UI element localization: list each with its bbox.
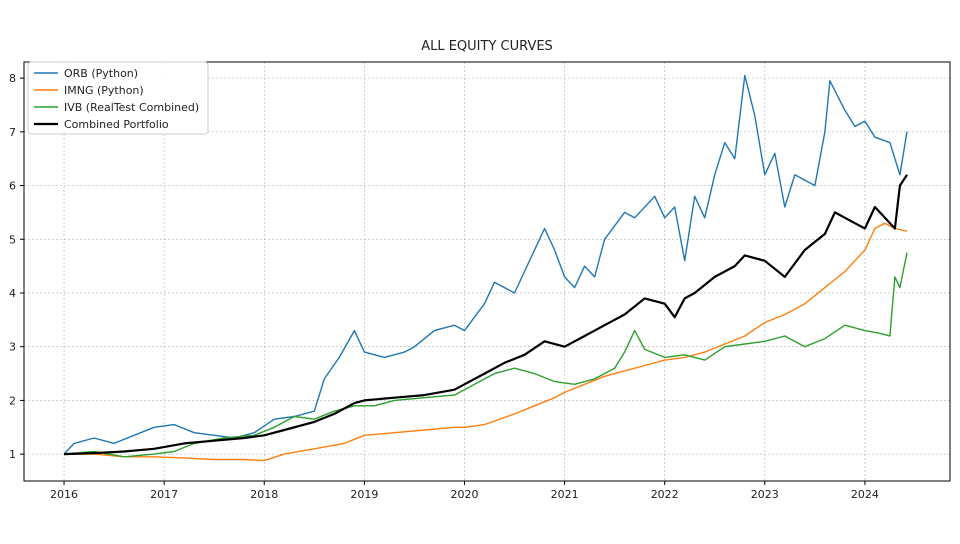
x-axis: 2016 2017 2018 2019 2020 2021 2022 2023 2024 xyxy=(50,481,879,501)
chart-title: ALL EQUITY CURVES xyxy=(421,39,553,54)
x-tick-label: 2020 xyxy=(450,488,478,501)
y-tick-label: 7 xyxy=(9,126,16,139)
x-tick-label: 2017 xyxy=(150,488,178,501)
series-line-2 xyxy=(63,252,908,458)
legend-label: IVB (RealTest Combined) xyxy=(64,101,199,114)
legend-label: Combined Portfolio xyxy=(64,118,169,131)
y-tick-label: 5 xyxy=(9,233,16,246)
x-tick-label: 2024 xyxy=(851,488,879,501)
y-tick-label: 2 xyxy=(9,394,16,407)
legend-label: IMNG (Python) xyxy=(64,84,144,97)
x-tick-label: 2023 xyxy=(751,488,779,501)
series-layer xyxy=(63,74,908,462)
y-tick-label: 8 xyxy=(9,72,16,85)
series-line-0 xyxy=(63,74,908,455)
series-line-1 xyxy=(64,222,908,462)
legend: ORB (Python) IMNG (Python) IVB (RealTest C… xyxy=(27,61,209,135)
y-axis: 1 2 3 4 5 6 7 8 xyxy=(9,72,24,461)
x-tick-label: 2018 xyxy=(250,488,278,501)
series-line-3 xyxy=(63,174,908,456)
y-tick-label: 4 xyxy=(9,287,16,300)
legend-box xyxy=(27,61,209,135)
x-tick-label: 2022 xyxy=(651,488,679,501)
x-tick-label: 2019 xyxy=(350,488,378,501)
legend-label: ORB (Python) xyxy=(64,67,138,80)
y-tick-label: 1 xyxy=(9,448,16,461)
y-tick-label: 6 xyxy=(9,180,16,193)
plot-frame xyxy=(23,61,951,482)
x-tick-label: 2021 xyxy=(551,488,579,501)
y-tick-label: 3 xyxy=(9,341,16,354)
x-tick-label: 2016 xyxy=(50,488,78,501)
